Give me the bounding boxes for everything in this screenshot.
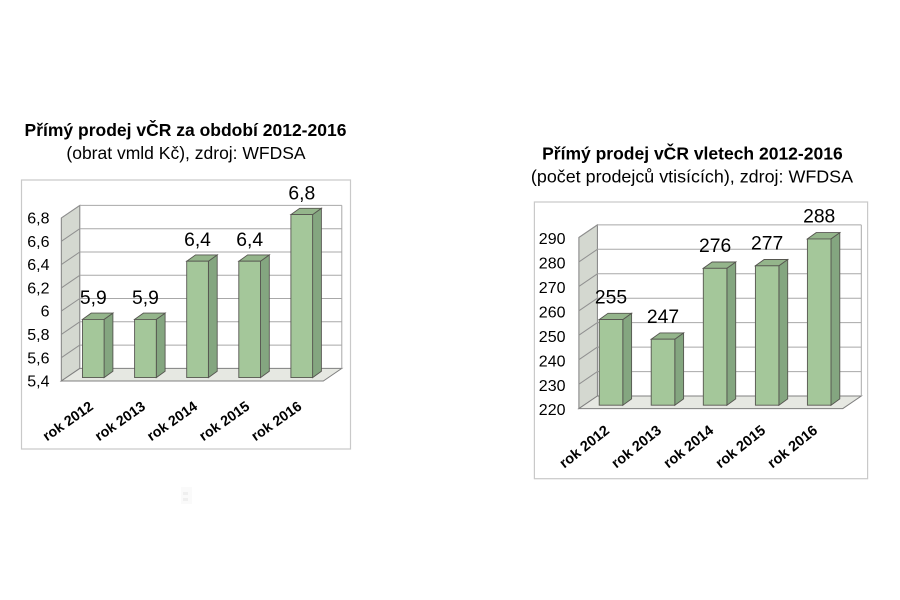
svg-text:Přímý prodej vČR vletech 2012-: Přímý prodej vČR vletech 2012-2016 bbox=[542, 142, 843, 163]
svg-text:277: 277 bbox=[751, 234, 783, 255]
svg-text:6,4: 6,4 bbox=[27, 257, 49, 274]
svg-text:5,4: 5,4 bbox=[27, 374, 49, 391]
svg-text:6,8: 6,8 bbox=[288, 183, 315, 204]
svg-text:270: 270 bbox=[539, 280, 566, 297]
svg-text:6,4: 6,4 bbox=[236, 230, 263, 251]
svg-text:5,8: 5,8 bbox=[27, 327, 49, 344]
svg-text:5,6: 5,6 bbox=[27, 350, 49, 367]
svg-text:6: 6 bbox=[41, 304, 50, 321]
svg-text:240: 240 bbox=[539, 353, 566, 370]
svg-text:250: 250 bbox=[539, 329, 566, 346]
svg-text:5,9: 5,9 bbox=[132, 288, 159, 309]
svg-text:Přímý prodej vČR za období 201: Přímý prodej vČR za období 2012-2016 bbox=[25, 119, 347, 140]
svg-text:5,9: 5,9 bbox=[80, 288, 107, 309]
svg-text:6,2: 6,2 bbox=[27, 281, 49, 298]
svg-text:(počet prodejců vtisících), zd: (počet prodejců vtisících), zdroj: WFDSA bbox=[531, 167, 853, 187]
svg-text:290: 290 bbox=[539, 231, 566, 248]
svg-text:288: 288 bbox=[803, 207, 835, 228]
svg-text:276: 276 bbox=[699, 236, 731, 257]
svg-text:6,8: 6,8 bbox=[27, 211, 49, 228]
svg-text:(obrat vmld Kč), zdroj: WFDSA: (obrat vmld Kč), zdroj: WFDSA bbox=[66, 143, 306, 163]
svg-text:247: 247 bbox=[647, 307, 679, 328]
svg-text:6,6: 6,6 bbox=[27, 234, 49, 251]
svg-text:255: 255 bbox=[595, 287, 627, 308]
svg-text:6,4: 6,4 bbox=[184, 230, 211, 251]
svg-text:230: 230 bbox=[539, 378, 566, 395]
svg-text:220: 220 bbox=[539, 402, 566, 419]
svg-text:260: 260 bbox=[539, 304, 566, 321]
svg-text:280: 280 bbox=[539, 256, 566, 273]
